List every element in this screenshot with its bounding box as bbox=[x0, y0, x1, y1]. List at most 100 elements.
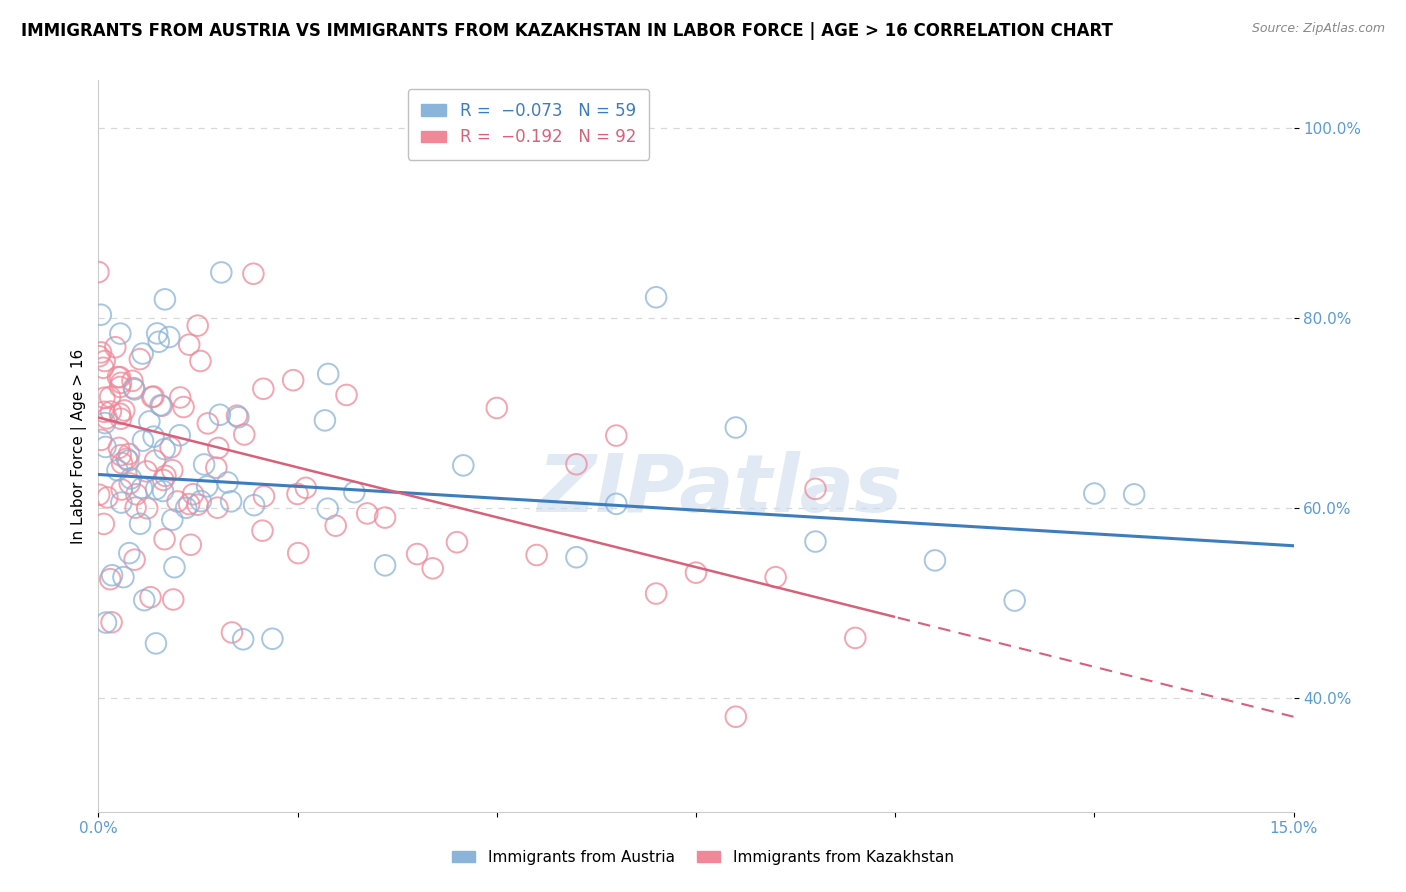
Point bbox=[141, 390, 163, 404]
Point bbox=[605, 497, 627, 511]
Point bbox=[242, 267, 264, 281]
Point bbox=[526, 548, 548, 562]
Point bbox=[117, 453, 139, 467]
Point bbox=[205, 460, 228, 475]
Point bbox=[374, 558, 396, 573]
Point bbox=[110, 376, 132, 390]
Point bbox=[94, 416, 117, 430]
Point bbox=[485, 401, 508, 415]
Point bbox=[108, 370, 131, 384]
Point bbox=[243, 498, 266, 512]
Point bbox=[93, 391, 115, 405]
Point bbox=[187, 498, 209, 512]
Point bbox=[94, 615, 117, 630]
Point bbox=[325, 518, 347, 533]
Point bbox=[163, 560, 186, 574]
Point bbox=[104, 340, 127, 354]
Point bbox=[115, 451, 138, 466]
Point bbox=[129, 516, 152, 531]
Point bbox=[181, 487, 204, 501]
Point bbox=[124, 383, 146, 397]
Point bbox=[924, 553, 946, 567]
Point bbox=[94, 440, 117, 454]
Point bbox=[221, 625, 243, 640]
Text: ZIPatlas: ZIPatlas bbox=[537, 450, 903, 529]
Point bbox=[148, 334, 170, 349]
Point bbox=[110, 411, 132, 425]
Point bbox=[193, 458, 215, 472]
Point bbox=[142, 390, 165, 404]
Point bbox=[159, 441, 181, 455]
Point bbox=[724, 710, 747, 724]
Point bbox=[209, 265, 232, 279]
Point bbox=[406, 547, 429, 561]
Point bbox=[118, 476, 141, 491]
Point bbox=[149, 398, 172, 412]
Point bbox=[93, 354, 115, 368]
Point bbox=[96, 411, 118, 425]
Point bbox=[100, 615, 122, 630]
Point bbox=[207, 441, 229, 455]
Point bbox=[107, 463, 129, 477]
Point bbox=[111, 483, 134, 497]
Point bbox=[343, 485, 366, 500]
Point bbox=[157, 330, 180, 344]
Point bbox=[228, 410, 250, 425]
Point bbox=[287, 546, 309, 560]
Point bbox=[100, 404, 122, 418]
Point bbox=[87, 265, 110, 279]
Point bbox=[90, 308, 112, 322]
Point bbox=[685, 566, 707, 580]
Point bbox=[135, 464, 157, 478]
Point bbox=[374, 510, 396, 524]
Point bbox=[112, 403, 135, 417]
Point bbox=[90, 345, 112, 359]
Point bbox=[233, 427, 256, 442]
Legend: Immigrants from Austria, Immigrants from Kazakhstan: Immigrants from Austria, Immigrants from… bbox=[446, 844, 960, 871]
Point bbox=[179, 337, 201, 351]
Point bbox=[112, 570, 135, 584]
Point bbox=[804, 482, 827, 496]
Point bbox=[107, 370, 129, 384]
Point bbox=[190, 354, 212, 368]
Point bbox=[152, 473, 174, 487]
Point bbox=[93, 516, 115, 531]
Point bbox=[844, 631, 866, 645]
Point bbox=[252, 524, 274, 538]
Point bbox=[125, 487, 148, 501]
Point bbox=[108, 380, 131, 394]
Point bbox=[146, 326, 169, 341]
Point bbox=[316, 501, 339, 516]
Point bbox=[124, 552, 146, 566]
Point bbox=[101, 568, 124, 582]
Point bbox=[138, 414, 160, 428]
Text: IMMIGRANTS FROM AUSTRIA VS IMMIGRANTS FROM KAZAKHSTAN IN LABOR FORCE | AGE > 16 : IMMIGRANTS FROM AUSTRIA VS IMMIGRANTS FR… bbox=[21, 22, 1114, 40]
Point bbox=[217, 475, 239, 490]
Y-axis label: In Labor Force | Age > 16: In Labor Force | Age > 16 bbox=[72, 349, 87, 543]
Point bbox=[110, 326, 132, 341]
Point bbox=[645, 586, 668, 600]
Point bbox=[197, 417, 219, 431]
Point bbox=[804, 534, 827, 549]
Point bbox=[145, 482, 167, 496]
Point bbox=[219, 494, 242, 508]
Point bbox=[89, 488, 111, 502]
Point bbox=[150, 399, 173, 413]
Point bbox=[174, 500, 197, 515]
Point bbox=[162, 463, 184, 477]
Point bbox=[139, 591, 162, 605]
Point bbox=[253, 489, 276, 503]
Point bbox=[153, 293, 176, 307]
Point bbox=[252, 382, 274, 396]
Point bbox=[118, 546, 141, 560]
Legend: R =  −0.073   N = 59, R =  −0.192   N = 92: R = −0.073 N = 59, R = −0.192 N = 92 bbox=[408, 88, 650, 160]
Point bbox=[132, 434, 155, 448]
Point bbox=[565, 457, 588, 471]
Point bbox=[724, 420, 747, 434]
Point bbox=[91, 360, 114, 375]
Point bbox=[131, 346, 153, 360]
Point bbox=[169, 391, 191, 405]
Point bbox=[765, 570, 787, 584]
Point bbox=[207, 500, 229, 515]
Point bbox=[96, 491, 118, 505]
